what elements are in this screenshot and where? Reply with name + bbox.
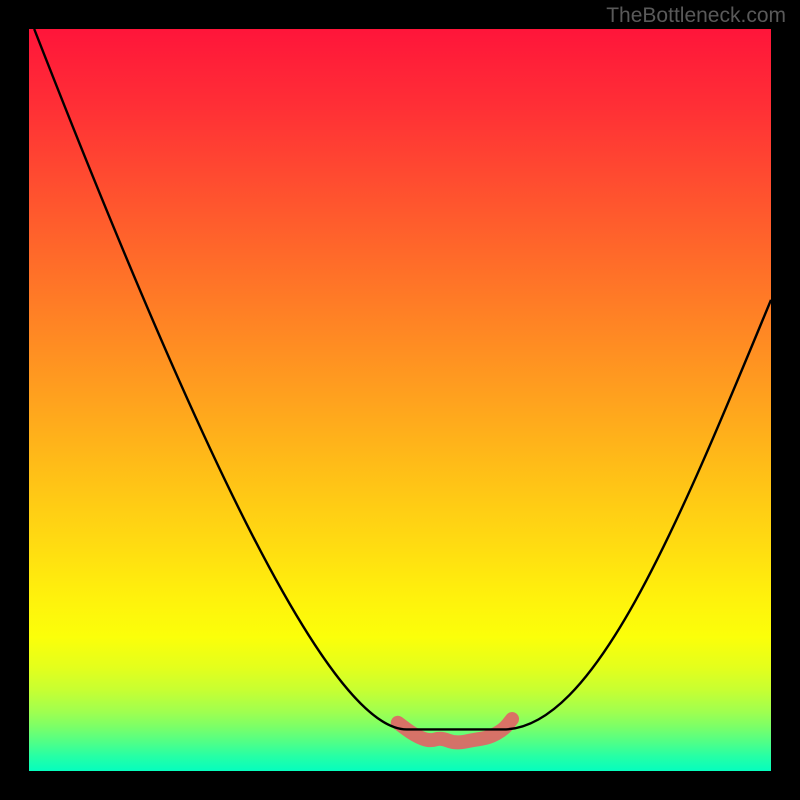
watermark-text: TheBottleneck.com	[606, 4, 786, 28]
chart-plot-area	[29, 29, 771, 771]
chart-accent-curve	[398, 719, 512, 742]
chart-curve-layer	[29, 29, 771, 771]
chart-main-curve	[34, 29, 771, 729]
